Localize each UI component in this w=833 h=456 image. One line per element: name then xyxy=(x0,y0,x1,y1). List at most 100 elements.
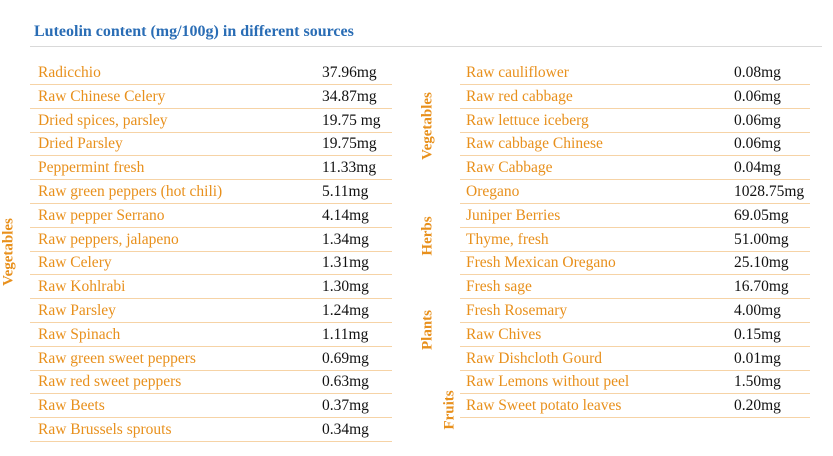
row-divider xyxy=(30,441,392,442)
row-name: Fresh Rosemary xyxy=(466,302,568,319)
row-divider xyxy=(460,369,810,371)
row-value: 69.05mg xyxy=(734,206,789,224)
row-name: Raw red cabbage xyxy=(466,87,573,105)
row-value: 1.24mg xyxy=(322,302,369,319)
row-divider xyxy=(460,203,810,204)
row-divider xyxy=(460,274,810,276)
row-name: Juniper Berries xyxy=(466,206,561,224)
row-name: Raw Chinese Celery xyxy=(38,87,166,105)
row-value: 19.75 mg xyxy=(322,111,381,129)
row-divider xyxy=(460,393,810,395)
row-divider xyxy=(30,155,392,157)
row-value: 1.30mg xyxy=(322,278,369,296)
group-label: Vegetables xyxy=(0,218,17,286)
row-value: 1.34mg xyxy=(322,230,369,248)
row-name: Raw lettuce iceberg xyxy=(466,111,589,129)
row-name: Raw Dishcloth Gourd xyxy=(466,349,603,367)
row-name: Raw cabbage Chinese xyxy=(466,135,603,153)
row-divider xyxy=(30,322,392,323)
group-label: Herbs xyxy=(419,216,436,256)
row-name: Raw Kohlrabi xyxy=(38,278,126,296)
row-name: Dried Parsley xyxy=(38,135,123,153)
row-divider xyxy=(460,345,810,347)
row-divider xyxy=(460,322,810,323)
row-divider xyxy=(460,107,810,109)
row-value: 0.04mg xyxy=(734,159,781,177)
row-name: Raw Chives xyxy=(466,325,542,343)
row-divider xyxy=(460,226,810,228)
row-value: 0.20mg xyxy=(734,397,781,415)
row-divider xyxy=(30,274,392,276)
row-divider xyxy=(30,84,392,85)
row-divider xyxy=(460,131,810,133)
row-value: 0.08mg xyxy=(734,64,781,81)
row-value: 51.00mg xyxy=(734,230,789,248)
row-value: 0.15mg xyxy=(734,325,781,343)
row-divider xyxy=(30,131,392,133)
row-divider xyxy=(30,417,392,419)
row-value: 1.31mg xyxy=(322,254,369,272)
row-name: Raw pepper Serrano xyxy=(38,206,165,224)
row-value: 0.01mg xyxy=(734,349,781,367)
row-value: 34.87mg xyxy=(322,87,377,105)
row-name: Raw cauliflower xyxy=(466,64,569,81)
row-name: Raw Sweet potato leaves xyxy=(466,397,622,415)
row-name: Raw Cabbage xyxy=(466,159,553,177)
row-value: 0.06mg xyxy=(734,87,781,105)
row-name: Radicchio xyxy=(38,64,101,81)
row-divider xyxy=(30,369,392,371)
row-value: 37.96mg xyxy=(322,64,377,81)
title: Luteolin content (mg/100g) in different … xyxy=(34,23,354,40)
row-value: 0.37mg xyxy=(322,397,369,415)
row-divider xyxy=(30,203,392,204)
row-name: Raw Parsley xyxy=(38,302,116,319)
row-divider xyxy=(30,250,392,252)
row-divider xyxy=(30,107,392,109)
group-label: Vegetables xyxy=(419,92,436,160)
row-name: Raw Brussels sprouts xyxy=(38,421,172,438)
row-name: Peppermint fresh xyxy=(38,159,145,177)
row-name: Raw Beets xyxy=(38,397,105,415)
row-value: 4.00mg xyxy=(734,302,781,319)
row-name: Raw green sweet peppers xyxy=(38,349,196,367)
row-value: 4.14mg xyxy=(322,206,369,224)
row-divider xyxy=(30,393,392,395)
row-divider xyxy=(460,84,810,85)
row-name: Raw Lemons without peel xyxy=(466,373,630,391)
row-value: 0.34mg xyxy=(322,421,369,438)
row-divider xyxy=(460,250,810,252)
row-value: 25.10mg xyxy=(734,254,789,272)
row-value: 19.75mg xyxy=(322,135,377,153)
row-name: Raw Celery xyxy=(38,254,112,272)
title-rule xyxy=(30,46,822,47)
row-value: 0.63mg xyxy=(322,373,369,391)
row-value: 1.11mg xyxy=(322,325,369,343)
row-name: Raw green peppers (hot chili) xyxy=(38,183,223,200)
group-label: Fruits xyxy=(441,390,458,430)
row-name: Raw Spinach xyxy=(38,325,121,343)
row-name: Thyme, fresh xyxy=(466,230,549,248)
row-divider xyxy=(30,345,392,347)
row-value: 1028.75mg xyxy=(734,183,805,200)
row-divider xyxy=(460,179,810,181)
row-name: Oregano xyxy=(466,183,520,200)
row-name: Dried spices, parsley xyxy=(38,111,168,129)
row-name: Fresh Mexican Oregano xyxy=(466,254,616,272)
row-value: 0.69mg xyxy=(322,349,369,367)
row-divider xyxy=(460,417,810,419)
row-value: 16.70mg xyxy=(734,278,789,296)
row-value: 0.06mg xyxy=(734,135,781,153)
row-divider xyxy=(30,179,392,181)
row-name: Fresh sage xyxy=(466,278,532,296)
row-value: 5.11mg xyxy=(322,183,369,200)
row-value: 11.33mg xyxy=(322,159,377,177)
row-divider xyxy=(460,155,810,157)
row-name: Raw red sweet peppers xyxy=(38,373,182,391)
row-divider xyxy=(460,298,810,300)
row-divider xyxy=(30,226,392,228)
group-label: Plants xyxy=(419,309,436,351)
row-value: 1.50mg xyxy=(734,373,781,391)
row-divider xyxy=(30,298,392,300)
row-value: 0.06mg xyxy=(734,111,781,129)
